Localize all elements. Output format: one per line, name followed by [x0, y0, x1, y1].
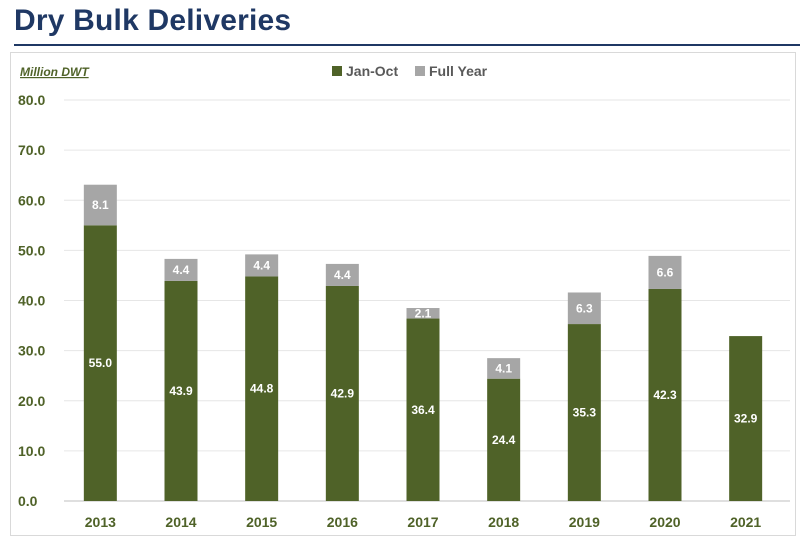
data-label: 4.4 — [253, 258, 270, 272]
bar-jan-oct-2015 — [245, 276, 279, 501]
bar-full-year-2013 — [83, 184, 117, 226]
data-label: 6.3 — [576, 301, 593, 315]
bar-jan-oct-2014 — [164, 280, 198, 501]
bar-full-year-2020 — [648, 255, 682, 289]
legend-label-jan-oct: Jan-Oct — [346, 63, 398, 79]
x-tick-label: 2017 — [407, 514, 438, 530]
unit-label: Million DWT — [20, 65, 90, 79]
chart-title: Dry Bulk Deliveries — [14, 4, 292, 37]
bar-jan-oct-2013 — [83, 225, 117, 501]
x-axis: 2013 2014 2015 2016 2017 2018 2019 2020 2021 — [85, 514, 762, 530]
data-label: 42.3 — [653, 388, 677, 402]
data-label: 6.6 — [657, 265, 674, 279]
data-label: 44.8 — [250, 382, 274, 396]
data-label: 4.4 — [173, 263, 190, 277]
bar-jan-oct-2017 — [406, 318, 440, 501]
x-tick-label: 2020 — [649, 514, 680, 530]
y-tick-label: 80.0 — [18, 92, 45, 108]
legend-swatch-full-year — [415, 66, 425, 76]
bar-full-year-2018 — [487, 358, 521, 379]
x-tick-label: 2019 — [569, 514, 600, 530]
x-tick-label: 2015 — [246, 514, 277, 530]
data-label: 55.0 — [89, 356, 113, 370]
bar-jan-oct-2016 — [325, 285, 359, 501]
legend-swatch-jan-oct — [332, 66, 342, 76]
y-tick-label: 20.0 — [18, 393, 45, 409]
bar-full-year-2016 — [325, 263, 359, 286]
legend: Jan-Oct Full Year — [332, 63, 488, 79]
bar-full-year-2017 — [406, 308, 440, 319]
x-tick-label: 2018 — [488, 514, 519, 530]
legend-label-full-year: Full Year — [429, 63, 488, 79]
data-label: 32.9 — [734, 412, 758, 426]
title-underline — [14, 44, 800, 46]
chart-panel — [10, 52, 796, 536]
data-label: 4.1 — [495, 361, 512, 375]
x-tick-label: 2013 — [85, 514, 116, 530]
y-tick-label: 10.0 — [18, 443, 45, 459]
data-label: 36.4 — [411, 403, 435, 417]
x-tick-label: 2016 — [327, 514, 358, 530]
data-label: 42.9 — [331, 386, 355, 400]
data-label: 24.4 — [492, 433, 516, 447]
data-label: 4.4 — [334, 268, 351, 282]
data-label: 8.1 — [92, 198, 109, 212]
y-tick-label: 30.0 — [18, 343, 45, 359]
bar-full-year-2015 — [245, 254, 279, 277]
data-label: 2.1 — [415, 306, 432, 320]
data-label: 43.9 — [169, 384, 193, 398]
bars: 55.0 8.1 43.9 4.4 44.8 4.4 42.9 4.4 36.4 2.1 24.4 4… — [83, 184, 763, 501]
y-tick-label: 70.0 — [18, 142, 45, 158]
x-tick-label: 2014 — [165, 514, 196, 530]
y-tick-label: 60.0 — [18, 192, 45, 208]
bar-full-year-2019 — [567, 292, 601, 325]
bar-jan-oct-2019 — [567, 324, 601, 501]
x-tick-label: 2021 — [730, 514, 761, 530]
bar-full-year-2014 — [164, 258, 198, 281]
y-tick-label: 0.0 — [18, 493, 38, 509]
bar-jan-oct-2021 — [729, 336, 763, 501]
y-tick-label: 40.0 — [18, 293, 45, 309]
y-axis: 0.0 10.0 20.0 30.0 40.0 50.0 60.0 70.0 80.0 — [18, 92, 45, 509]
bar-jan-oct-2020 — [648, 288, 682, 501]
data-label: 35.3 — [573, 406, 597, 420]
y-tick-label: 50.0 — [18, 242, 45, 258]
bar-jan-oct-2018 — [487, 378, 521, 501]
